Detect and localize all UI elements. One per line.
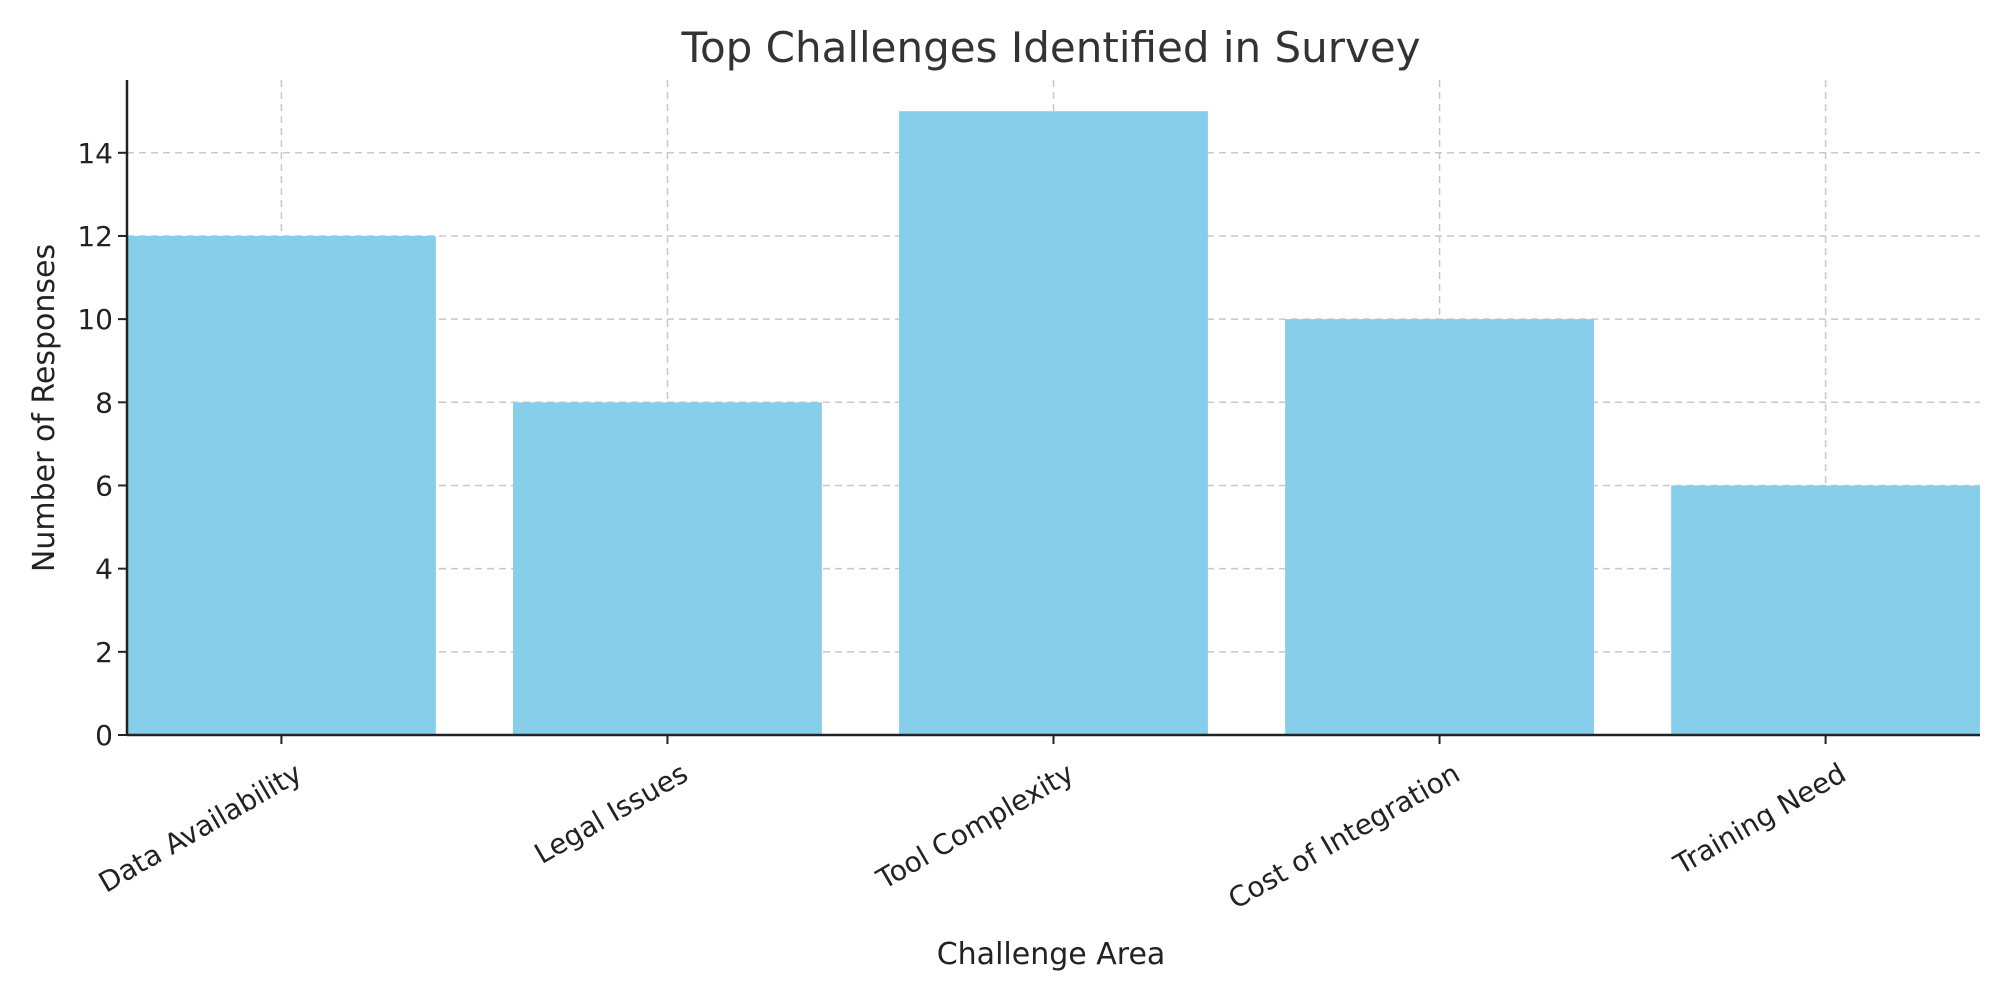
y-tick-label: 14 — [77, 137, 113, 170]
y-tick-label: 10 — [77, 303, 113, 336]
chart-title: Top Challenges Identified in Survey — [680, 23, 1420, 72]
y-tick-label: 4 — [95, 553, 113, 586]
y-ticks: 0 2 4 6 8 10 12 14 — [77, 137, 127, 752]
y-tick-label: 6 — [95, 469, 113, 502]
x-tick-label: Tool Complexity — [870, 756, 1079, 896]
y-axis-label: Number of Responses — [27, 244, 62, 572]
y-tick-label: 2 — [95, 636, 113, 669]
x-ticks: Data Availability Legal Issues Tool Comple… — [93, 735, 1851, 916]
bar — [1285, 319, 1594, 735]
bar — [513, 402, 822, 735]
y-tick-label: 12 — [77, 220, 113, 253]
y-tick-label: 8 — [95, 386, 113, 419]
bar — [127, 235, 436, 735]
x-tick-label: Data Availability — [93, 756, 307, 899]
bar — [1671, 485, 1980, 735]
x-tick-label: Cost of Integration — [1223, 756, 1466, 915]
bars-layer — [127, 111, 1980, 735]
y-tick-label: 0 — [95, 719, 113, 752]
x-tick-label: Legal Issues — [529, 756, 694, 870]
bar — [899, 111, 1208, 735]
x-tick-label: Training Need — [1667, 756, 1851, 881]
x-axis-label: Challenge Area — [937, 937, 1166, 972]
